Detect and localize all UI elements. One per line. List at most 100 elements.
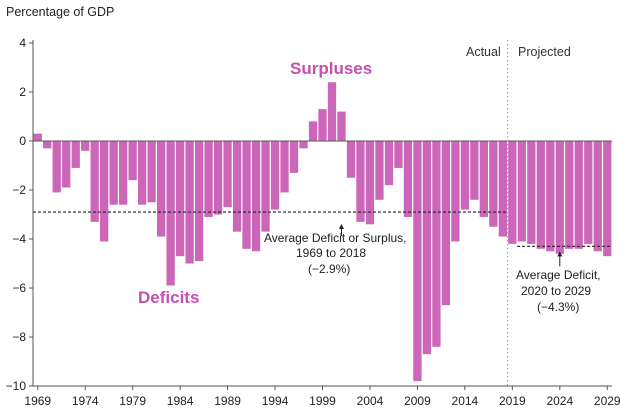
surpluses-label: Surpluses: [290, 59, 372, 78]
bar-1982: [156, 141, 166, 237]
bar-1999: [318, 109, 327, 141]
bar-1976: [100, 141, 109, 242]
x-tick-label: 2029: [594, 394, 620, 408]
x-tick-label: 2009: [404, 394, 431, 408]
bar-1993: [261, 141, 270, 232]
x-tick-labels: 1969 1974 1979 1984 1989 1994 1999 2004 2009 2014…: [24, 394, 620, 408]
y-tick-label: −8: [12, 330, 26, 344]
bar-2015: [470, 141, 479, 200]
bar-2003: [356, 141, 365, 222]
bar-1972: [62, 141, 71, 188]
bar-1980: [138, 141, 147, 205]
x-tick-label: 2014: [452, 394, 479, 408]
bar-1990: [232, 141, 242, 232]
bar-1997: [299, 141, 308, 149]
bar-2019: [508, 141, 517, 244]
bar-2021: [527, 141, 536, 244]
avg2-callout-line2: 2020 to 2029: [521, 284, 591, 298]
bar-2025: [565, 141, 574, 249]
bar-1974: [81, 141, 90, 151]
bar-2008: [403, 141, 413, 217]
projected-label: Projected: [518, 45, 571, 59]
bar-2022: [536, 141, 545, 249]
avg1-callout-line1: Average Deficit or Surplus,: [264, 231, 407, 245]
x-tick-label: 1969: [24, 394, 51, 408]
bar-1986: [194, 141, 204, 262]
x-tick-label: 1999: [309, 394, 336, 408]
bar-1970: [43, 141, 52, 149]
y-tick-label: −10: [6, 379, 27, 393]
x-tick-label: 1979: [119, 394, 146, 408]
avg1-callout-line3: (−2.9%): [308, 262, 350, 276]
bar-2016: [479, 141, 488, 217]
bar-2024: [555, 141, 564, 254]
y-tick-label: 2: [19, 85, 26, 99]
bar-2011: [432, 141, 441, 347]
avg2-callout-line3: (−4.3%): [537, 300, 579, 314]
y-tick-label: 4: [19, 36, 26, 50]
bar-1998: [308, 121, 318, 141]
bar-2000: [327, 82, 337, 141]
bar-1989: [223, 141, 232, 208]
bar-2005: [375, 141, 384, 200]
bar-2013: [451, 141, 460, 242]
y-tick-label: 0: [19, 134, 26, 148]
bar-2029: [603, 141, 612, 257]
y-axis-label: Percentage of GDP: [6, 5, 114, 19]
avg2-callout-line1: Average Deficit,: [516, 268, 601, 282]
bar-1987: [204, 141, 213, 217]
x-tick-label: 1984: [167, 394, 194, 408]
bar-2001: [337, 111, 346, 141]
bar-1996: [289, 141, 299, 173]
bar-2009: [413, 141, 422, 382]
y-tick-label: −2: [12, 183, 26, 197]
bar-2006: [384, 141, 394, 186]
bar-1981: [147, 141, 156, 203]
bar-2017: [489, 141, 498, 227]
bar-1977: [109, 141, 118, 205]
bar-2026: [574, 141, 583, 249]
bar-1995: [280, 141, 289, 193]
axes: [29, 40, 612, 390]
bar-1979: [128, 141, 137, 181]
avg1-callout-arrowhead: [338, 224, 344, 230]
bar-1975: [90, 141, 99, 222]
bar-1983: [166, 141, 175, 286]
x-tick-label: 2004: [357, 394, 384, 408]
bar-1973: [71, 141, 80, 168]
bar-2023: [546, 141, 555, 252]
x-tick-label: 2024: [546, 394, 573, 408]
x-tick-label: 1974: [72, 394, 99, 408]
avg2-callout-arrowhead: [557, 251, 563, 257]
bar-2028: [593, 141, 602, 252]
bar-2020: [517, 141, 526, 242]
bar-1991: [242, 141, 251, 249]
bar-2018: [498, 141, 507, 237]
y-tick-label: −4: [12, 232, 26, 246]
bar-2012: [441, 141, 451, 306]
bar-1984: [175, 141, 185, 257]
x-tick-label: 1989: [214, 394, 241, 408]
bar-2007: [394, 141, 403, 168]
reference-lines: [33, 211, 612, 267]
bar-1971: [52, 141, 61, 193]
x-tick-label: 2019: [499, 394, 526, 408]
bar-1978: [119, 141, 128, 205]
avg1-callout-line2: 1969 to 2018: [296, 246, 366, 260]
actual-label: Actual: [466, 45, 501, 59]
bar-1985: [185, 141, 194, 264]
y-tick-label: −6: [12, 281, 26, 295]
bar-2014: [460, 141, 470, 210]
bar-1992: [251, 141, 261, 252]
bars-group: [33, 82, 612, 382]
bar-1988: [213, 141, 223, 215]
deficits-label: Deficits: [138, 288, 199, 307]
bar-2010: [422, 141, 432, 355]
bar-1969: [33, 133, 42, 141]
bar-2004: [365, 141, 375, 225]
bar-2027: [584, 141, 593, 244]
x-tick-label: 1994: [262, 394, 289, 408]
bar-2002: [346, 141, 356, 178]
